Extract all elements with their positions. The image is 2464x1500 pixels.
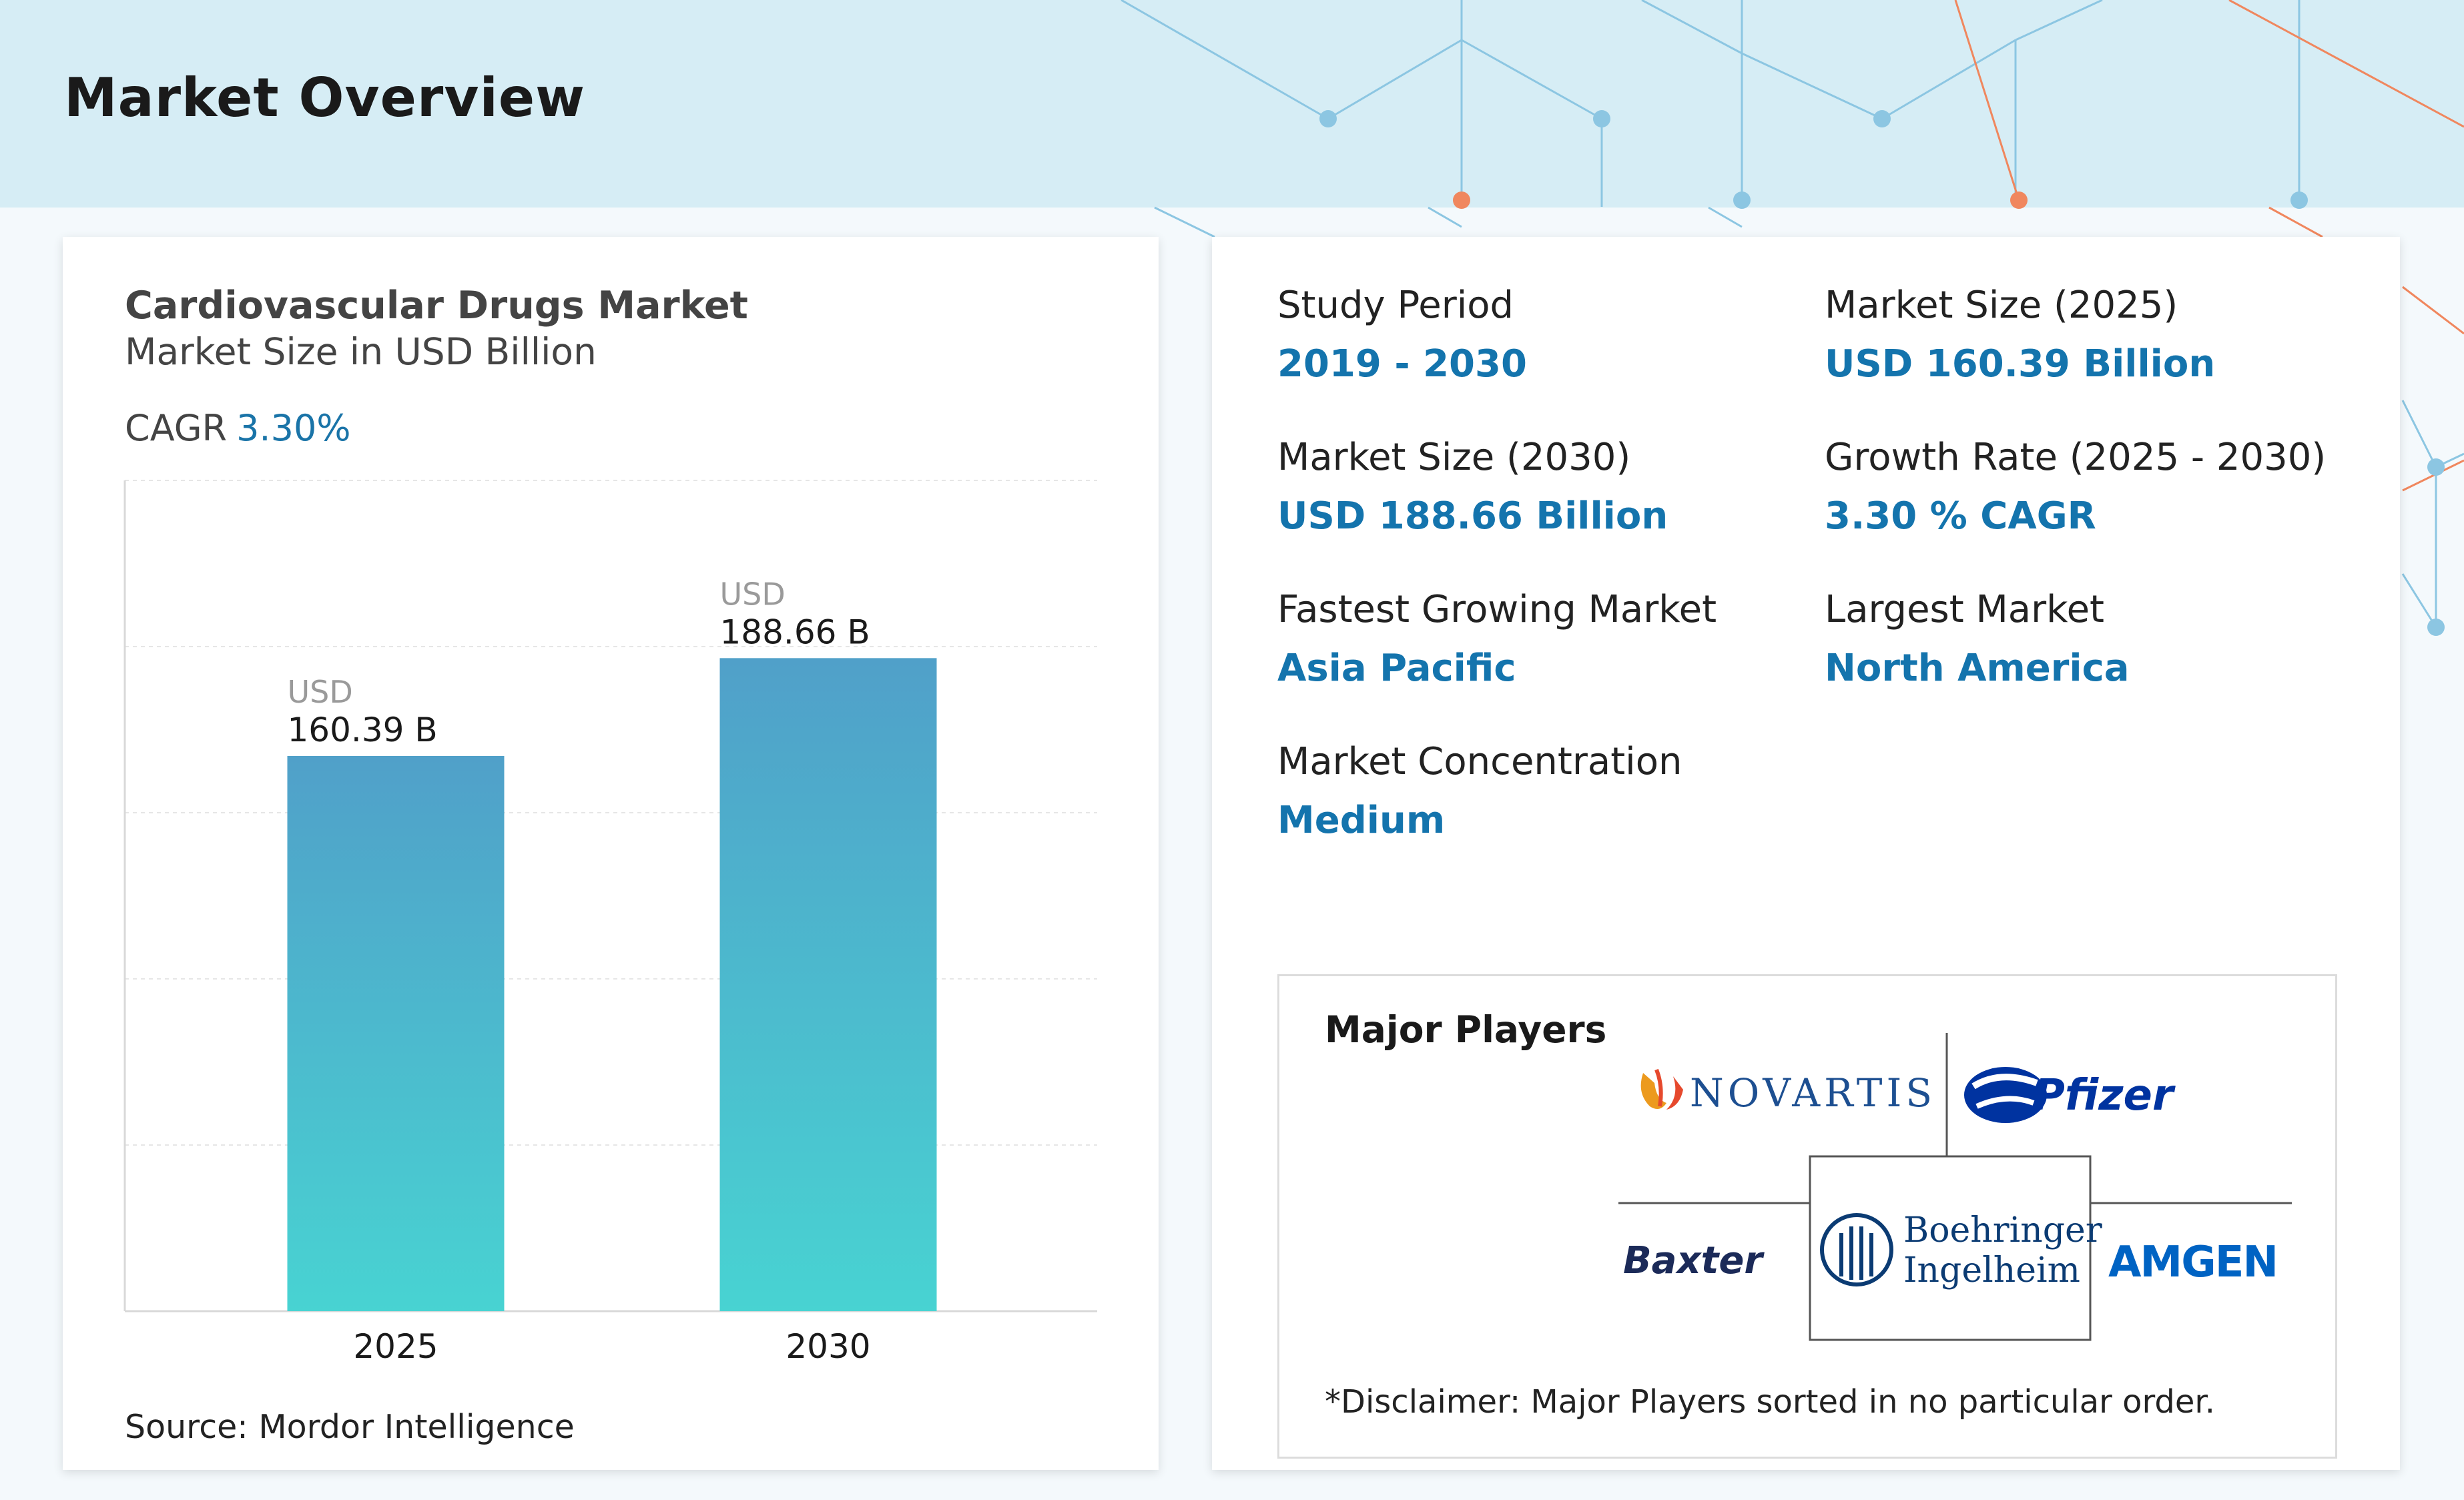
- novartis-logo: NOVARTIS: [1640, 1068, 1936, 1116]
- x-tick-label: 2030: [786, 1327, 870, 1366]
- stats-card: Study Period 2019 - 2030 Market Size (20…: [1212, 237, 2400, 1470]
- page-title: Market Overview: [64, 67, 586, 129]
- baxter-wordmark: Baxter: [1623, 1239, 1765, 1282]
- concentration-value: Medium: [1277, 799, 1446, 842]
- fastest-growing-label: Fastest Growing Market: [1277, 588, 1717, 631]
- market-size-2025-label: Market Size (2025): [1825, 284, 2178, 327]
- boehringer-ingelheim-logo: Boehringer Ingelheim: [1820, 1210, 2102, 1290]
- bar-value-prefix: USD: [288, 674, 353, 710]
- players-logo-grid: NOVARTIS Pfizer Baxter: [1618, 1033, 2292, 1341]
- bar-value-label: 160.39 B: [288, 711, 438, 749]
- players-disclaimer: *Disclaimer: Major Players sorted in no …: [1325, 1383, 2215, 1421]
- ingelheim-wordmark: Ingelheim: [1903, 1250, 2080, 1290]
- study-period-label: Study Period: [1277, 284, 1514, 327]
- players-title: Major Players: [1325, 1008, 1607, 1051]
- study-period-value: 2019 - 2030: [1277, 342, 1527, 386]
- concentration-label: Market Concentration: [1277, 740, 1682, 783]
- major-players-box: Major Players NOVARTIS Pfizer: [1277, 974, 2337, 1459]
- pfizer-logo: Pfizer: [1964, 1067, 2176, 1123]
- cagr-label: CAGR: [125, 407, 228, 449]
- fastest-growing-value: Asia Pacific: [1277, 647, 1516, 690]
- market-size-2025-value: USD 160.39 Billion: [1825, 342, 2216, 386]
- boehringer-wordmark: Boehringer: [1903, 1210, 2102, 1250]
- baxter-logo: Baxter: [1623, 1239, 1765, 1282]
- novartis-wordmark: NOVARTIS: [1690, 1070, 1936, 1116]
- x-tick-label: 2025: [353, 1327, 438, 1366]
- chart-title: Cardiovascular Drugs Market: [125, 284, 748, 328]
- source-note: Source: Mordor Intelligence: [125, 1408, 575, 1446]
- largest-market-label: Largest Market: [1825, 588, 2104, 631]
- chart-card: Cardiovascular Drugs Market Market Size …: [63, 237, 1159, 1470]
- cagr-readout: CAGR 3.30%: [125, 407, 351, 449]
- cagr-value: 3.30%: [236, 407, 351, 449]
- largest-market-value: North America: [1825, 647, 2130, 690]
- bar-value-label: 188.66 B: [720, 613, 870, 651]
- bar-value-prefix: USD: [720, 576, 786, 612]
- market-size-2030-label: Market Size (2030): [1277, 436, 1631, 479]
- chart-subtitle: Market Size in USD Billion: [125, 330, 597, 373]
- amgen-wordmark: AMGEN: [2108, 1238, 2277, 1287]
- gridlines: [125, 480, 1097, 1146]
- growth-rate-label: Growth Rate (2025 - 2030): [1825, 436, 2327, 479]
- amgen-logo: AMGEN: [2108, 1238, 2278, 1287]
- bar-2025: [287, 755, 505, 1311]
- bar-2030: [719, 658, 937, 1311]
- market-size-2030-value: USD 188.66 Billion: [1277, 494, 1668, 538]
- growth-rate-value: 3.30 % CAGR: [1825, 494, 2096, 538]
- pfizer-wordmark: Pfizer: [2034, 1071, 2176, 1120]
